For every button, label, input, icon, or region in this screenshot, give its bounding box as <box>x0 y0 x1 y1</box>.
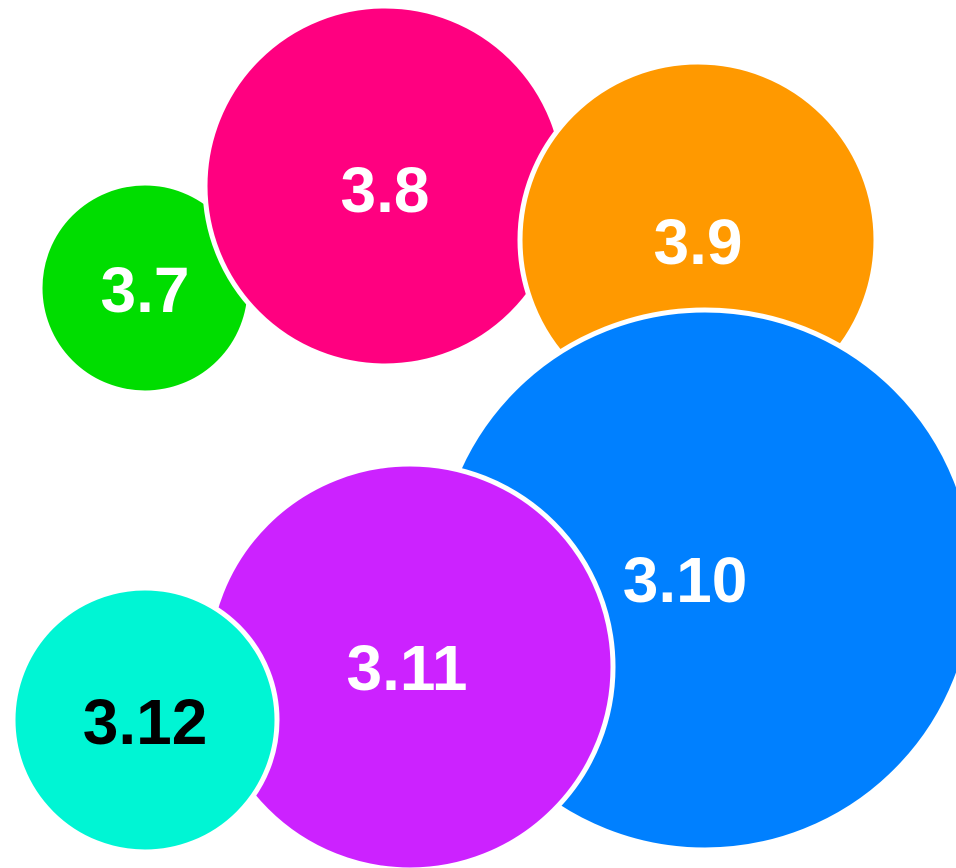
bubble-3-8: 3.8 <box>202 3 568 369</box>
bubble-label-3-12: 3.12 <box>83 686 208 758</box>
bubble-label-3-8: 3.8 <box>341 154 430 226</box>
bubbles-layer: 3.7 3.8 3.9 3.10 3.11 3.12 <box>10 3 956 868</box>
bubble-label-3-9: 3.9 <box>654 206 743 278</box>
bubble-label-3-7: 3.7 <box>101 254 190 326</box>
bubble-3-11: 3.11 <box>204 461 616 868</box>
bubble-circle-3-12 <box>10 585 280 855</box>
bubble-label-3-10: 3.10 <box>623 544 748 616</box>
bubble-label-3-11: 3.11 <box>346 632 467 704</box>
bubble-3-12: 3.12 <box>10 585 280 855</box>
